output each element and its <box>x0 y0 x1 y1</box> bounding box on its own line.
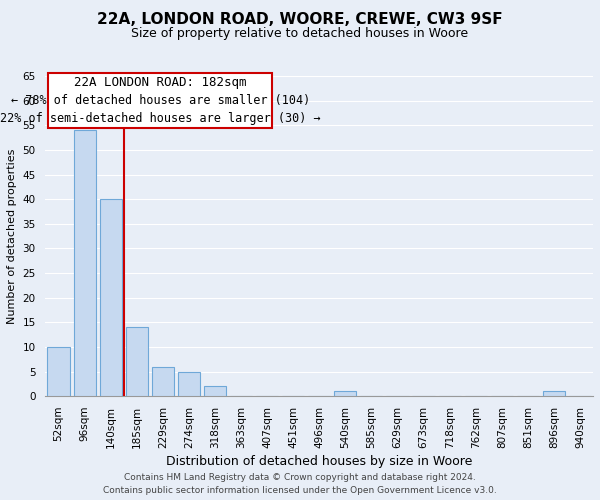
Text: Size of property relative to detached houses in Woore: Size of property relative to detached ho… <box>131 28 469 40</box>
FancyBboxPatch shape <box>48 74 272 128</box>
X-axis label: Distribution of detached houses by size in Woore: Distribution of detached houses by size … <box>166 455 472 468</box>
Bar <box>334 392 356 396</box>
Bar <box>543 392 565 396</box>
Text: 22% of semi-detached houses are larger (30) →: 22% of semi-detached houses are larger (… <box>0 112 320 124</box>
Text: ← 78% of detached houses are smaller (104): ← 78% of detached houses are smaller (10… <box>11 94 310 107</box>
Text: 22A, LONDON ROAD, WOORE, CREWE, CW3 9SF: 22A, LONDON ROAD, WOORE, CREWE, CW3 9SF <box>97 12 503 28</box>
Text: 22A LONDON ROAD: 182sqm: 22A LONDON ROAD: 182sqm <box>74 76 247 90</box>
Bar <box>204 386 226 396</box>
Y-axis label: Number of detached properties: Number of detached properties <box>7 148 17 324</box>
Bar <box>100 199 122 396</box>
Bar <box>47 347 70 397</box>
Text: Contains HM Land Registry data © Crown copyright and database right 2024.
Contai: Contains HM Land Registry data © Crown c… <box>103 474 497 495</box>
Bar <box>152 366 174 396</box>
Bar <box>178 372 200 396</box>
Bar <box>125 328 148 396</box>
Bar <box>74 130 95 396</box>
